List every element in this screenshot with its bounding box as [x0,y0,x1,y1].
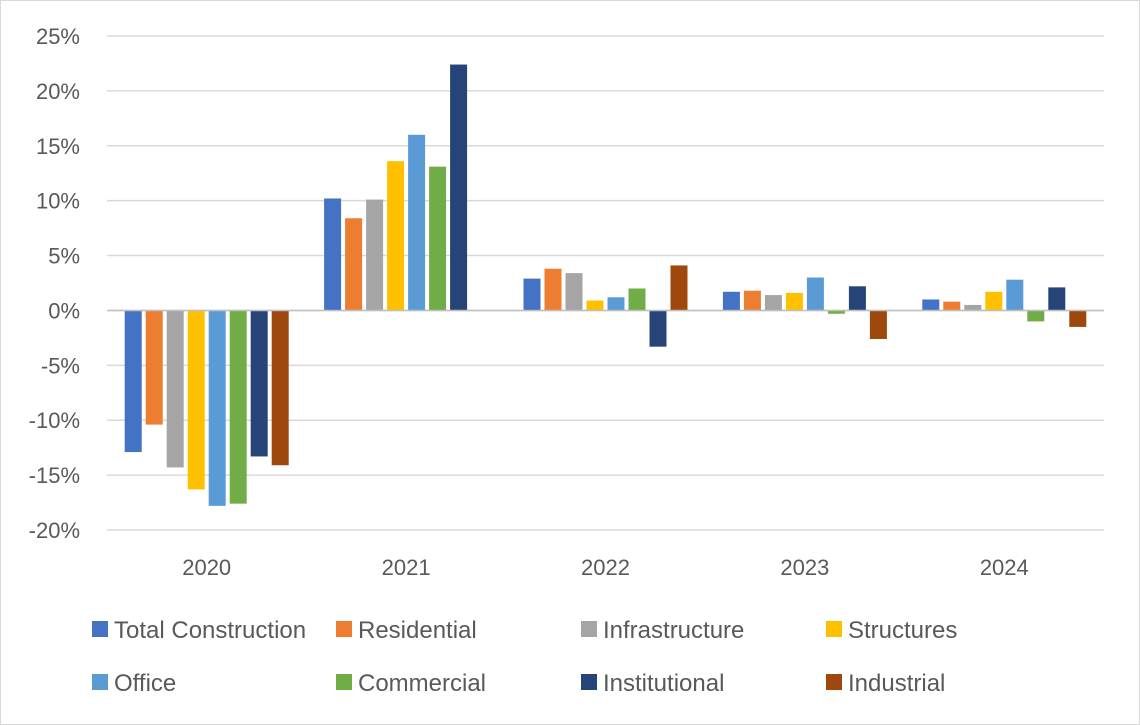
bar [1069,310,1087,327]
legend-swatch [336,674,352,690]
bar [229,310,247,504]
legend-swatch [581,674,597,690]
bar [785,292,803,311]
bar [722,291,740,311]
bar [523,278,541,311]
bar [649,310,667,347]
legend-swatch [336,621,352,637]
bar [271,310,289,466]
bar [848,286,866,311]
bar [565,273,583,311]
legend-label: Total Construction [114,617,306,644]
y-tick-label: -5% [41,353,80,378]
bar [586,300,604,311]
y-tick-label: 0% [48,298,80,323]
bar [1006,279,1024,311]
bar [607,297,625,311]
y-tick-label: 10% [36,189,80,214]
bar [450,64,468,311]
legend-swatch [92,621,108,637]
bar [345,218,363,311]
bar [208,310,226,506]
legend-label: Commercial [358,670,486,697]
y-tick-label: 25% [36,24,80,49]
bar [250,310,268,457]
legend-swatch [581,621,597,637]
legend-label: Structures [848,617,957,644]
y-tick-label: 5% [48,244,80,269]
bar [806,277,824,311]
legend-label: Industrial [848,670,945,697]
x-tick-label: 2020 [182,555,231,580]
bar [1027,310,1045,322]
bar [1048,287,1066,311]
bar [387,161,405,311]
y-tick-label: -10% [29,408,80,433]
y-tick-label: -15% [29,463,80,488]
x-tick-label: 2021 [382,555,431,580]
bar [366,199,384,311]
bar [429,166,447,311]
x-tick-label: 2024 [980,555,1029,580]
bar [985,291,1003,311]
bar [964,304,982,311]
bar [670,265,688,311]
legend-label: Residential [358,617,477,644]
bar [166,310,184,468]
bar [544,268,562,311]
bar [324,198,342,311]
bar [145,310,163,425]
y-tick-label: 15% [36,134,80,159]
bar [408,134,426,311]
bar [943,301,961,311]
legend-swatch [92,674,108,690]
bar [743,290,761,311]
bar [922,299,940,311]
bar [869,310,887,339]
legend-label: Infrastructure [603,617,744,644]
bar [124,310,142,453]
bar [187,310,205,490]
y-tick-label: -20% [29,518,80,543]
y-tick-label: 20% [36,79,80,104]
bar [827,310,845,314]
x-tick-label: 2023 [780,555,829,580]
x-tick-label: 2022 [581,555,630,580]
legend-swatch [826,621,842,637]
bar [764,295,782,311]
bar [628,288,646,311]
legend-label: Office [114,670,176,697]
legend-swatch [826,674,842,690]
legend-label: Institutional [603,670,724,697]
